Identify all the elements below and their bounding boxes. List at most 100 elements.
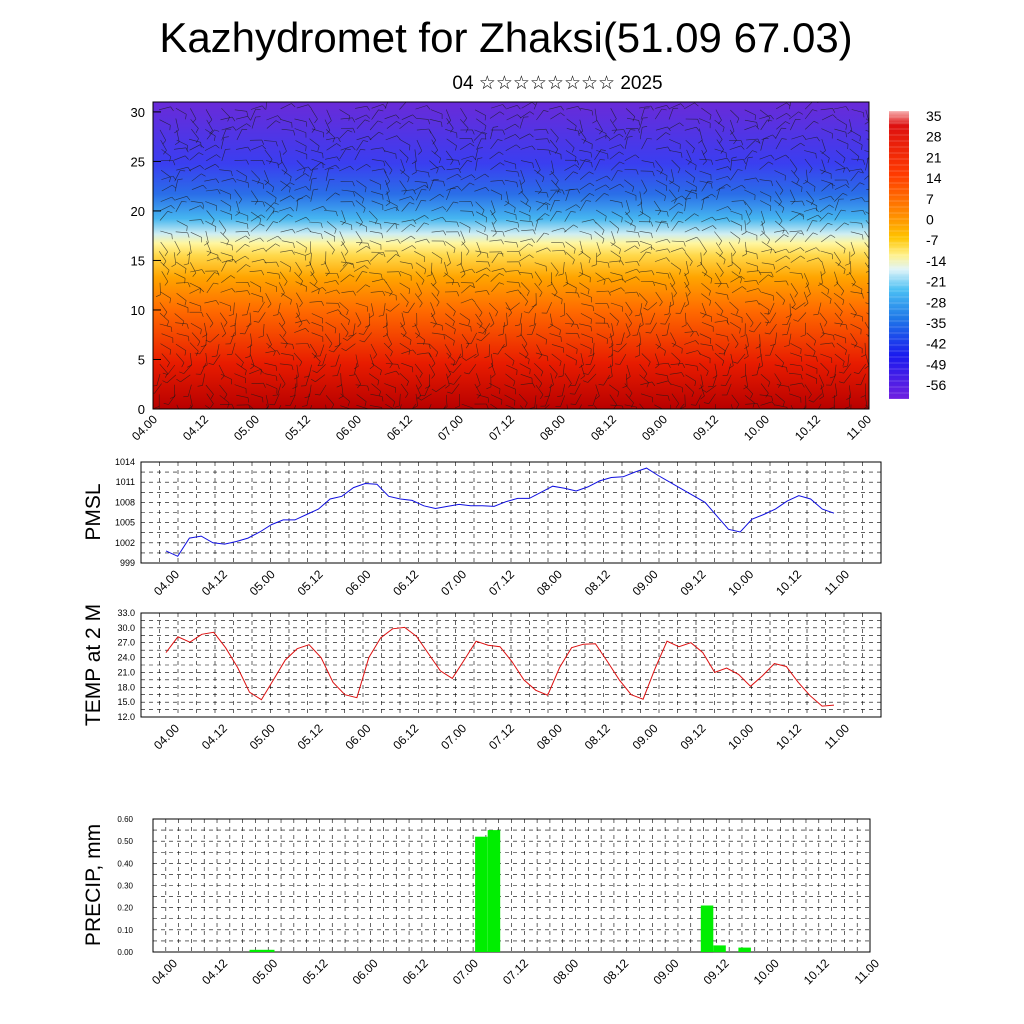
wind-barb bbox=[609, 287, 622, 293]
wind-barb-flag bbox=[781, 127, 787, 129]
wind-barb bbox=[371, 109, 379, 120]
wind-barb bbox=[356, 180, 367, 188]
wind-barb bbox=[401, 349, 413, 354]
wind-barb bbox=[308, 261, 315, 273]
wind-barb-flag bbox=[760, 222, 765, 226]
wind-barb bbox=[730, 210, 742, 216]
wind-barb-flag bbox=[262, 160, 265, 166]
wind-barb bbox=[610, 333, 614, 346]
wind-barb-flag bbox=[680, 152, 683, 158]
wind-barb-flag bbox=[501, 345, 507, 349]
wind-barb-flag bbox=[793, 168, 798, 174]
wind-barb bbox=[744, 241, 747, 254]
wind-barb-flag bbox=[661, 108, 667, 111]
wind-barb bbox=[700, 384, 705, 397]
wind-barb bbox=[864, 322, 869, 330]
wind-barb-flag bbox=[264, 406, 269, 409]
wind-barb bbox=[236, 123, 247, 131]
wind-barb bbox=[491, 268, 504, 272]
wind-barb-flag bbox=[583, 373, 589, 375]
wind-barb-flag bbox=[846, 179, 849, 185]
wind-barb bbox=[341, 241, 349, 252]
wind-barb-flag bbox=[505, 307, 511, 311]
wind-barb-flag bbox=[515, 134, 520, 139]
wind-barb bbox=[390, 303, 400, 312]
wind-barb bbox=[356, 242, 369, 244]
wind-barb-flag bbox=[200, 142, 202, 148]
colorbar-label: -14 bbox=[926, 253, 946, 269]
wind-barb-flag bbox=[471, 298, 476, 303]
wind-barb bbox=[356, 164, 367, 171]
wind-barb bbox=[220, 322, 226, 334]
y-tick-label: 10 bbox=[131, 303, 145, 318]
wind-barb-flag bbox=[229, 206, 232, 212]
wind-barb-flag bbox=[395, 223, 398, 229]
wind-barb bbox=[626, 117, 639, 121]
wind-barb bbox=[685, 180, 697, 188]
wind-barb bbox=[655, 238, 668, 243]
wind-barb-flag bbox=[595, 395, 600, 400]
wind-barb bbox=[341, 384, 344, 397]
wind-barb-flag bbox=[768, 274, 773, 278]
wind-barb bbox=[385, 281, 393, 293]
wind-barb bbox=[490, 189, 502, 196]
wind-barb bbox=[293, 352, 303, 363]
wind-barb-flag bbox=[831, 254, 833, 260]
wind-barb bbox=[264, 179, 274, 188]
wind-barb bbox=[174, 170, 181, 182]
wind-barb bbox=[489, 312, 495, 324]
wind-barb-flag bbox=[426, 274, 432, 277]
wind-barb bbox=[251, 145, 263, 151]
wind-barb bbox=[581, 219, 594, 223]
wind-barb bbox=[761, 291, 774, 296]
wind-barb-flag bbox=[632, 334, 638, 336]
wind-barb-flag bbox=[817, 282, 823, 286]
wind-barb bbox=[369, 252, 380, 262]
wind-barb bbox=[550, 281, 558, 293]
wind-barb bbox=[219, 169, 232, 172]
wind-barb bbox=[455, 353, 462, 365]
wind-barb-flag bbox=[360, 149, 366, 151]
wind-barb-flag bbox=[636, 407, 638, 409]
wind-barb bbox=[804, 109, 813, 120]
wind-barb bbox=[706, 385, 717, 393]
wind-barb bbox=[294, 328, 306, 333]
wind-barb-flag bbox=[606, 135, 611, 140]
wind-barb-flag bbox=[812, 109, 818, 112]
wind-barb-flag bbox=[377, 120, 383, 123]
wind-barb bbox=[176, 404, 179, 409]
wind-barb bbox=[250, 109, 256, 121]
wind-barb bbox=[624, 291, 637, 294]
wind-barb-flag bbox=[192, 272, 197, 277]
wind-barb-flag bbox=[320, 162, 326, 166]
wind-barb-flag bbox=[321, 233, 323, 239]
wind-barb bbox=[161, 184, 173, 192]
wind-barb bbox=[745, 313, 754, 324]
pmsl-x-axis: 04.00 04.12 05.00 05.12 06.00 06.12 07.00 07.12… bbox=[151, 567, 852, 598]
wind-barb bbox=[759, 334, 761, 347]
wind-barb-flag bbox=[806, 293, 811, 298]
wind-barb-flag bbox=[357, 323, 362, 328]
wind-barb bbox=[731, 271, 742, 279]
wind-barb bbox=[191, 184, 204, 190]
wind-barb-flag bbox=[395, 206, 400, 212]
wind-barb bbox=[565, 323, 578, 325]
wind-barb-flag bbox=[750, 393, 753, 399]
wind-barb-flag bbox=[717, 283, 722, 288]
wind-barb bbox=[490, 273, 500, 282]
wind-barb-flag bbox=[731, 156, 737, 159]
wind-barb bbox=[521, 343, 529, 355]
wind-barb bbox=[849, 119, 853, 132]
wind-barb bbox=[428, 343, 439, 353]
wind-barb bbox=[819, 223, 829, 233]
wind-barb-flag bbox=[302, 168, 306, 174]
wind-barb-flag bbox=[536, 169, 541, 174]
wind-barb-flag bbox=[666, 211, 669, 217]
wind-barb-flag bbox=[720, 310, 724, 316]
wind-barb-flag bbox=[411, 263, 413, 269]
wind-barb-flag bbox=[405, 302, 409, 307]
wind-barb-flag bbox=[773, 264, 776, 270]
wind-barb-flag bbox=[382, 291, 386, 296]
wind-barb-flag bbox=[742, 286, 747, 290]
wind-barb bbox=[610, 161, 620, 171]
